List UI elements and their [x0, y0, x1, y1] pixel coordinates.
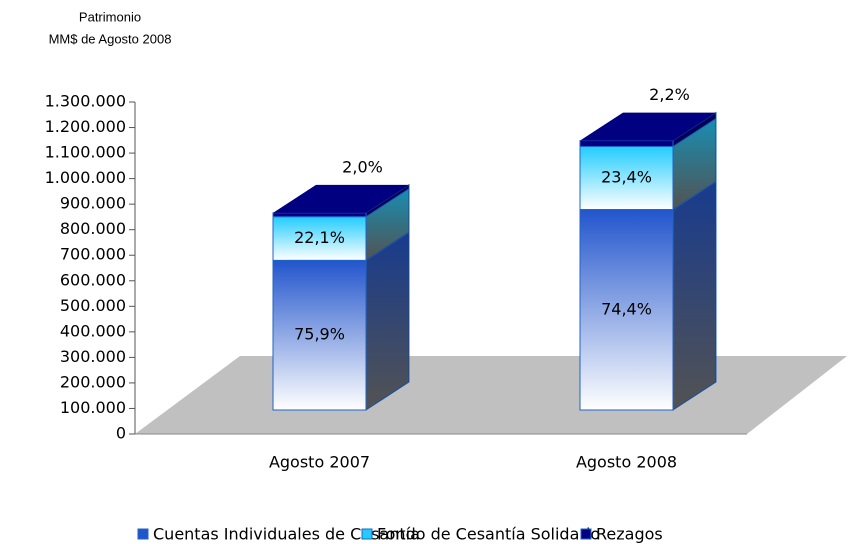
bar-side-shade — [673, 112, 716, 147]
legend-swatch — [580, 528, 592, 540]
y-tick-label: 700.000 — [60, 245, 126, 264]
y-tick-label: 800.000 — [60, 219, 126, 238]
y-tick-label: 1.200.000 — [45, 117, 126, 136]
bar — [272, 216, 367, 261]
bar-side-shade — [366, 188, 409, 261]
data-label: 2,0% — [342, 157, 383, 176]
y-tick-label: 1.100.000 — [45, 143, 126, 162]
legend-label: Rezagos — [596, 525, 663, 544]
y-tick-label: 1.000.000 — [45, 168, 126, 187]
y-tick-label: 1.300.000 — [45, 92, 126, 111]
bar-side-shade — [673, 118, 716, 210]
y-tick-label: 900.000 — [60, 194, 126, 213]
y-tick-label: 400.000 — [60, 321, 126, 340]
data-label: 74,4% — [601, 299, 652, 318]
x-tick-label: Agosto 2008 — [576, 453, 677, 472]
y-tick-label: 600.000 — [60, 270, 126, 289]
bar — [579, 209, 674, 411]
bar-top — [580, 112, 716, 141]
data-label: 22,1% — [294, 228, 345, 247]
data-label: 23,4% — [601, 167, 652, 186]
y-tick-label: 0 — [116, 424, 126, 443]
chart-title: Patrimonio — [79, 9, 141, 24]
data-label: 2,2% — [649, 85, 690, 104]
bar-side-shade — [366, 232, 409, 410]
floor — [135, 356, 847, 434]
legend-label: Fondo de Cesantía Solidario — [377, 525, 600, 544]
y-tick-label: 100.000 — [60, 398, 126, 417]
legend-swatch — [361, 528, 373, 540]
bar-top — [273, 184, 409, 213]
bar-side-shade — [366, 184, 409, 217]
legend-swatch — [137, 528, 149, 540]
x-tick-label: Agosto 2007 — [269, 453, 370, 472]
bar — [579, 145, 674, 211]
y-tick-label: 200.000 — [60, 372, 126, 391]
chart-subtitle: MM$ de Agosto 2008 — [49, 31, 172, 46]
data-label: 75,9% — [294, 325, 345, 344]
y-tick-label: 300.000 — [60, 347, 126, 366]
bar-side-shade — [673, 181, 716, 410]
bar — [579, 140, 674, 147]
legend-label: Cuentas Individuales de Cesantía — [153, 525, 420, 544]
bar — [272, 212, 367, 218]
y-tick-label: 500.000 — [60, 296, 126, 315]
bar — [272, 259, 367, 411]
